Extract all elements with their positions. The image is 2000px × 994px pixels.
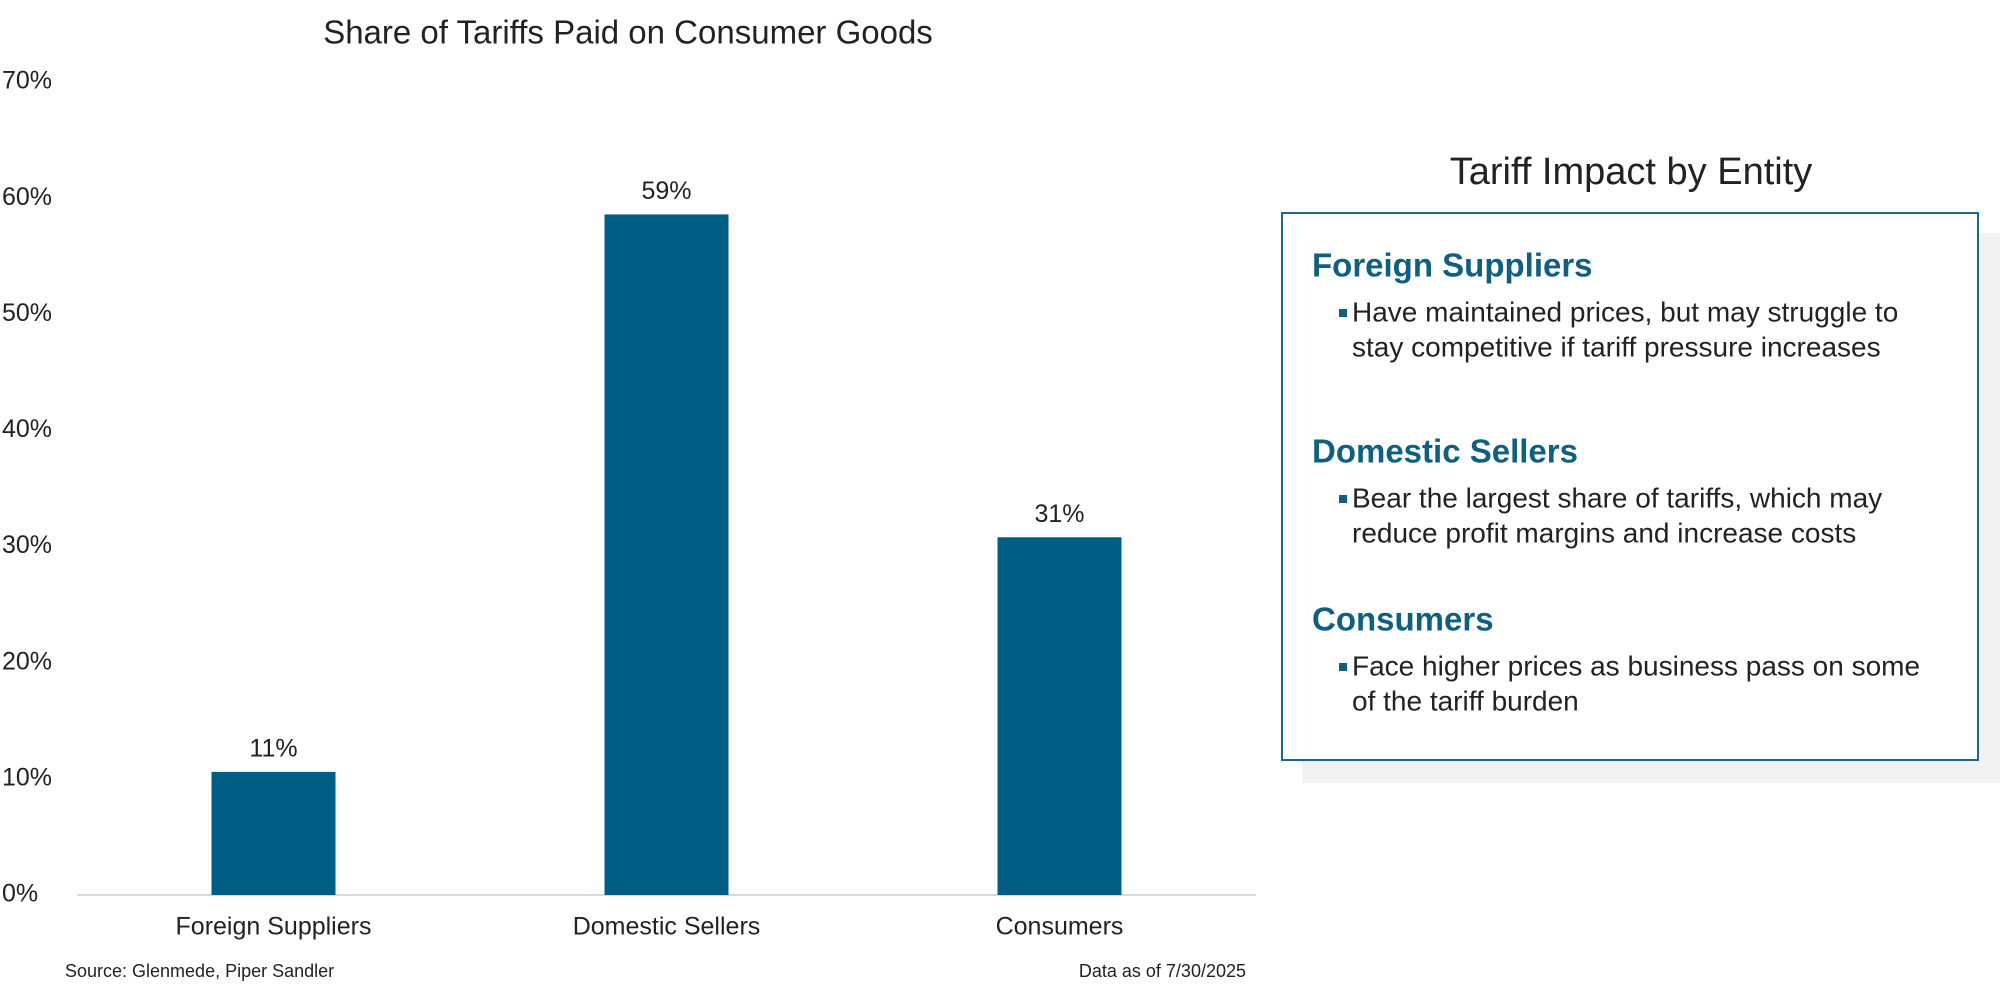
panel-text: Have maintained prices, but may struggle… [1352, 296, 1898, 327]
y-tick-label: 70% [2, 67, 52, 95]
date-note: Data as of 7/30/2025 [1079, 961, 1246, 981]
bar [211, 771, 336, 895]
bullet [1339, 309, 1347, 317]
panel-text: Bear the largest share of tariffs, which… [1352, 482, 1882, 513]
panel-heading: Domestic Sellers [1312, 433, 1578, 470]
data-label: 11% [249, 734, 297, 762]
bar [604, 214, 729, 896]
y-tick-label: 0% [2, 880, 38, 908]
bullet [1339, 495, 1347, 503]
source-note: Source: Glenmede, Piper Sandler [65, 961, 334, 981]
panel-heading: Consumers [1312, 601, 1494, 638]
data-label: 31% [1034, 500, 1084, 528]
y-tick-label: 10% [2, 763, 52, 791]
panel-text: of the tariff burden [1352, 685, 1579, 716]
panel-heading: Foreign Suppliers [1312, 247, 1593, 284]
bullet [1339, 663, 1347, 671]
x-tick-label: Consumers [996, 913, 1124, 941]
chart-title: Share of Tariffs Paid on Consumer Goods [323, 14, 933, 51]
y-tick-label: 30% [2, 531, 52, 559]
panel-text: stay competitive if tariff pressure incr… [1352, 331, 1881, 362]
data-label: 59% [641, 177, 691, 205]
panel-text: reduce profit margins and increase costs [1352, 517, 1856, 548]
y-tick-label: 50% [2, 299, 52, 327]
panel-text: Face higher prices as business pass on s… [1352, 650, 1920, 681]
y-tick-label: 60% [2, 183, 52, 211]
y-tick-label: 40% [2, 415, 52, 443]
y-tick-label: 20% [2, 647, 52, 675]
panel-title: Tariff Impact by Entity [1450, 151, 1813, 193]
panel-box [1281, 212, 1979, 761]
x-tick-label: Foreign Suppliers [176, 913, 372, 941]
bar [997, 537, 1122, 895]
x-tick-label: Domestic Sellers [573, 913, 761, 941]
